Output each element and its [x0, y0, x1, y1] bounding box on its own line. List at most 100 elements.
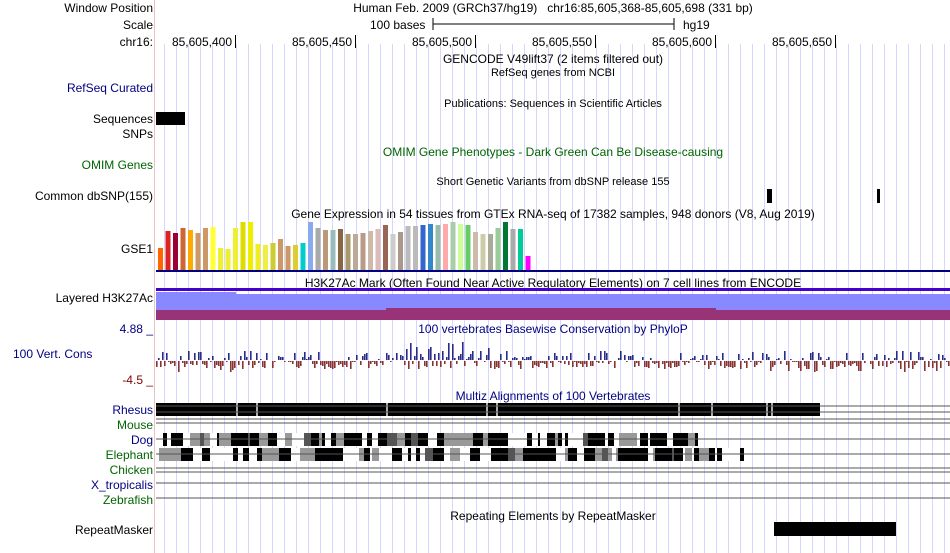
species-label-zebrafish[interactable]: Zebrafish [102, 493, 153, 507]
phylop-track-title[interactable]: 100 vertebrates Basewise Conservation by… [418, 322, 688, 336]
omim-track-title[interactable]: OMIM Gene Phenotypes - Dark Green Can Be… [382, 145, 724, 159]
sequence-feature[interactable] [156, 112, 185, 125]
h3k27ac-signal[interactable] [156, 288, 950, 320]
gtex-tissue-bar[interactable] [173, 233, 178, 270]
phylop-neg-bar [912, 361, 914, 369]
sequences-track-title[interactable]: Publications: Sequences in Scientific Ar… [444, 98, 662, 110]
gtex-tissue-bar[interactable] [203, 228, 208, 270]
phylop-pos-bar [278, 356, 280, 360]
multiz-alignment[interactable] [156, 400, 950, 510]
gtex-tissue-bar[interactable] [428, 224, 433, 270]
phylop-signal[interactable] [156, 336, 950, 386]
phylop-pos-bar [366, 353, 368, 360]
gtex-tissue-bar[interactable] [345, 234, 351, 270]
gtex-tissue-bar[interactable] [330, 230, 336, 270]
phylop-neg-bar [476, 361, 478, 366]
gtex-tissue-bar[interactable] [285, 246, 291, 270]
gtex-tissue-bar[interactable] [225, 249, 231, 270]
gtex-tissue-bar[interactable] [465, 225, 471, 270]
ruler-tick [235, 35, 236, 48]
gtex-tissue-bar[interactable] [255, 244, 261, 270]
gtex-tissue-bar[interactable] [473, 232, 478, 270]
phylop-pos-bar [486, 355, 488, 360]
phylop-track-label[interactable]: 100 Vert. Cons [13, 347, 93, 361]
gtex-tissue-bar[interactable] [503, 222, 508, 270]
h3k27ac-track-label[interactable]: Layered H3K27Ac [55, 291, 153, 305]
gtex-track-label[interactable]: GSE1 [120, 242, 153, 256]
gtex-tissue-bar[interactable] [375, 229, 381, 270]
gtex-tissue-bar[interactable] [398, 232, 403, 270]
ruler-tick-label: 85,605,500 [411, 35, 472, 49]
gtex-tissue-bar[interactable] [518, 229, 523, 270]
gtex-track-title[interactable]: Gene Expression in 54 tissues from GTEx … [291, 207, 815, 221]
gtex-tissue-bar[interactable] [180, 228, 186, 270]
phylop-pos-bar [594, 356, 596, 360]
gtex-tissue-bar[interactable] [353, 234, 358, 270]
gtex-tissue-bar[interactable] [240, 222, 246, 270]
sequences-track-label[interactable]: Sequences [92, 112, 153, 126]
species-label-dog[interactable]: Dog [130, 433, 153, 447]
gtex-tissue-bar[interactable] [420, 225, 426, 270]
repeat-feature[interactable] [774, 522, 896, 536]
gencode-track-title[interactable]: GENCODE V49lift37 (2 items filtered out) [442, 52, 664, 66]
gtex-tissue-bar[interactable] [278, 239, 283, 270]
gtex-tissue-bar[interactable] [525, 256, 531, 270]
gtex-tissue-bar[interactable] [188, 230, 193, 270]
phylop-neg-bar [672, 361, 674, 363]
gtex-tissue-bar[interactable] [248, 222, 253, 270]
species-label-chicken[interactable]: Chicken [109, 463, 153, 477]
gtex-tissue-bar[interactable] [338, 229, 343, 270]
gtex-tissue-bar[interactable] [488, 234, 493, 270]
gtex-tissue-bar[interactable] [443, 224, 448, 270]
gtex-tissue-bar[interactable] [390, 234, 396, 270]
species-label-rhesus[interactable]: Rhesus [112, 403, 153, 417]
species-label-mouse[interactable]: Mouse [116, 418, 153, 432]
repeatmasker-track-title[interactable]: Repeating Elements by RepeatMasker [450, 509, 656, 523]
snps-track-label[interactable]: SNPs [122, 127, 153, 141]
gtex-tissue-bar[interactable] [210, 227, 216, 270]
phylop-pos-bar [526, 357, 528, 360]
gtex-tissue-bar[interactable] [405, 226, 411, 270]
gtex-bar-chart[interactable] [156, 222, 536, 270]
gtex-tissue-bar[interactable] [368, 231, 373, 270]
refseq-track-title[interactable]: RefSeq genes from NCBI [490, 67, 616, 79]
dbsnp-track-label[interactable]: Common dbSNP(155) [34, 189, 153, 203]
phylop-pos-bar [228, 353, 230, 360]
gtex-tissue-bar[interactable] [165, 231, 171, 270]
h3k27ac-track-title[interactable]: H3K27Ac Mark (Often Found Near Active Re… [304, 276, 802, 290]
gtex-tissue-bar[interactable] [383, 225, 388, 270]
species-label-x_tropicalis[interactable]: X_tropicalis [90, 478, 153, 492]
gtex-tissue-bar[interactable] [480, 234, 486, 270]
phylop-neg-bar [314, 361, 316, 368]
repeatmasker-track-label[interactable]: RepeatMasker [74, 523, 153, 537]
gtex-tissue-bar[interactable] [293, 245, 298, 270]
phylop-pos-bar [468, 357, 470, 360]
gtex-tissue-bar[interactable] [510, 229, 516, 270]
multiz-track-title[interactable]: Multiz Alignments of 100 Vertebrates [455, 389, 651, 403]
gtex-tissue-bar[interactable] [495, 228, 501, 270]
omim-track-label[interactable]: OMIM Genes [81, 158, 153, 172]
gtex-tissue-bar[interactable] [360, 233, 366, 270]
gtex-tissue-bar[interactable] [458, 224, 463, 270]
snp-feature[interactable] [767, 189, 772, 203]
refseq-track-label[interactable]: RefSeq Curated [66, 81, 153, 95]
dbsnp-track-title[interactable]: Short Genetic Variants from dbSNP releas… [436, 176, 670, 188]
gtex-tissue-bar[interactable] [450, 222, 456, 270]
gtex-tissue-bar[interactable] [315, 228, 321, 270]
gtex-tissue-bar[interactable] [218, 248, 223, 270]
phylop-neg-bar [658, 361, 660, 368]
gtex-tissue-bar[interactable] [435, 225, 441, 270]
gtex-tissue-bar[interactable] [270, 243, 276, 270]
gtex-tissue-bar[interactable] [233, 228, 238, 270]
gtex-tissue-bar[interactable] [263, 245, 268, 270]
gtex-tissue-bar[interactable] [300, 243, 306, 270]
gtex-tissue-bar[interactable] [308, 222, 313, 270]
gtex-tissue-bar[interactable] [413, 226, 418, 270]
snp-feature[interactable] [877, 189, 880, 203]
species-label-elephant[interactable]: Elephant [105, 448, 153, 462]
gtex-tissue-bar[interactable] [195, 233, 201, 270]
gtex-tissue-bar[interactable] [323, 230, 328, 270]
gtex-tissue-bar[interactable] [158, 248, 163, 270]
phylop-pos-bar [378, 359, 380, 360]
